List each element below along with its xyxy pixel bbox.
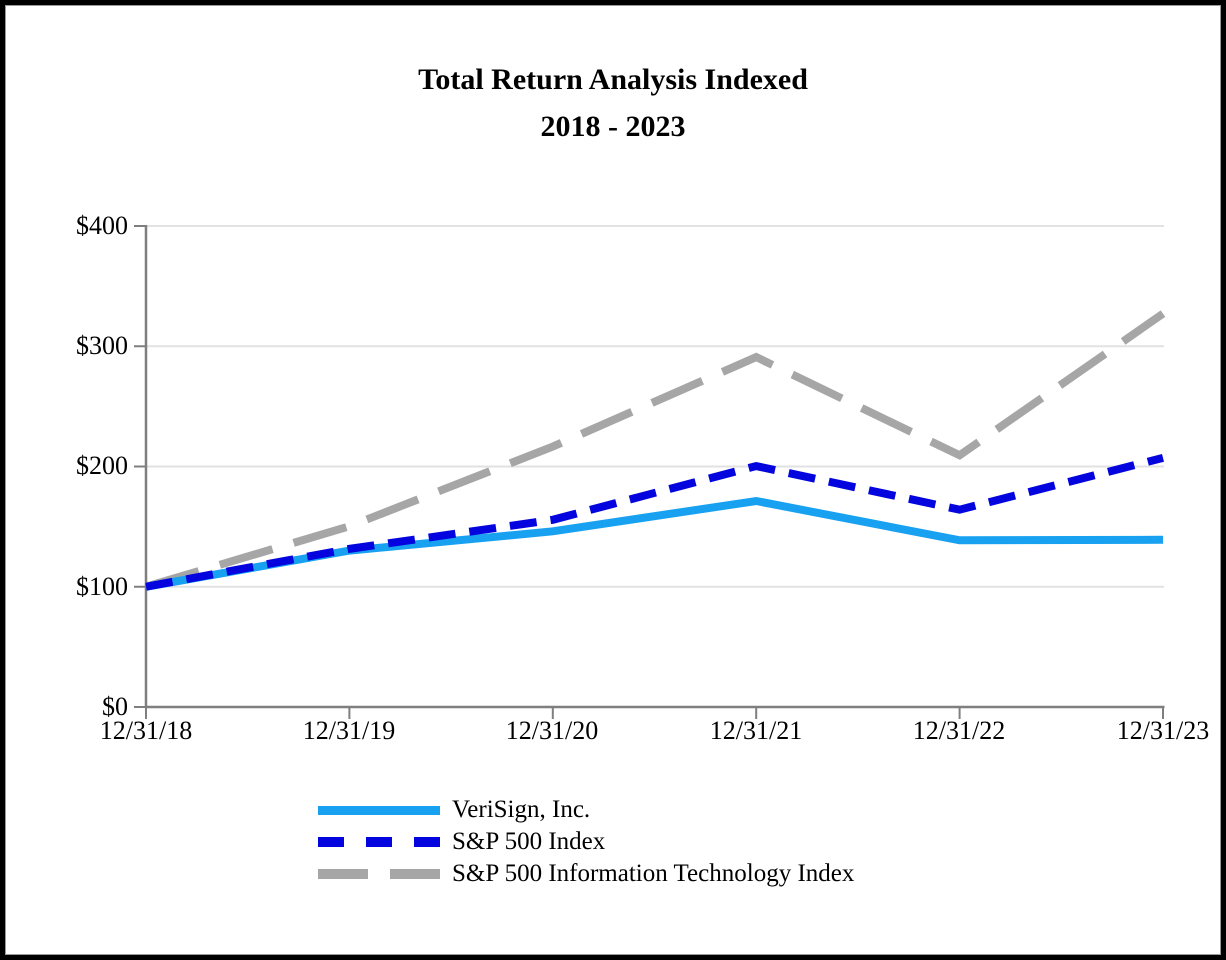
legend-swatch-solid-line-icon	[318, 805, 440, 815]
legend-swatch-dashed-line-icon	[318, 837, 440, 847]
y-axis-label-300: $300	[76, 331, 128, 360]
y-axis-label-200: $200	[76, 451, 128, 480]
chart-title-line2: 2018 - 2023	[540, 110, 686, 143]
x-axis-label-2022: 12/31/22	[912, 716, 1006, 745]
legend-label-sp500: S&P 500 Index	[452, 828, 606, 855]
series-line-2	[144, 310, 1166, 591]
x-axis-label-2020: 12/31/20	[505, 716, 599, 745]
legend-item-sp500: S&P 500 Index	[318, 826, 854, 858]
legend-item-sp500-it: S&P 500 Information Technology Index	[318, 858, 854, 890]
legend-label-verisign: VeriSign, Inc.	[452, 796, 591, 823]
x-axis-label-2018: 12/31/18	[99, 716, 193, 745]
y-axis-label-0: $0	[102, 692, 128, 721]
chart-title-line1: Total Return Analysis Indexed	[418, 63, 808, 96]
x-axis-label-2021: 12/31/21	[709, 716, 803, 745]
y-axis-label-100: $100	[76, 572, 128, 601]
x-axis-label-2023: 12/31/23	[1116, 716, 1210, 745]
legend-item-verisign: VeriSign, Inc.	[318, 794, 854, 826]
legend-swatch-long-dashed-line-icon	[318, 869, 440, 879]
chart-legend: VeriSign, Inc. S&P 500 Index S&P 500 Inf…	[318, 794, 854, 890]
legend-label-sp500-it: S&P 500 Information Technology Index	[452, 860, 855, 887]
y-axis-label-400: $400	[76, 211, 128, 240]
chart-title: Total Return Analysis Indexed 2018 - 202…	[0, 56, 1226, 150]
x-axis-label-2019: 12/31/19	[302, 716, 396, 745]
series-line-1	[145, 453, 1164, 591]
